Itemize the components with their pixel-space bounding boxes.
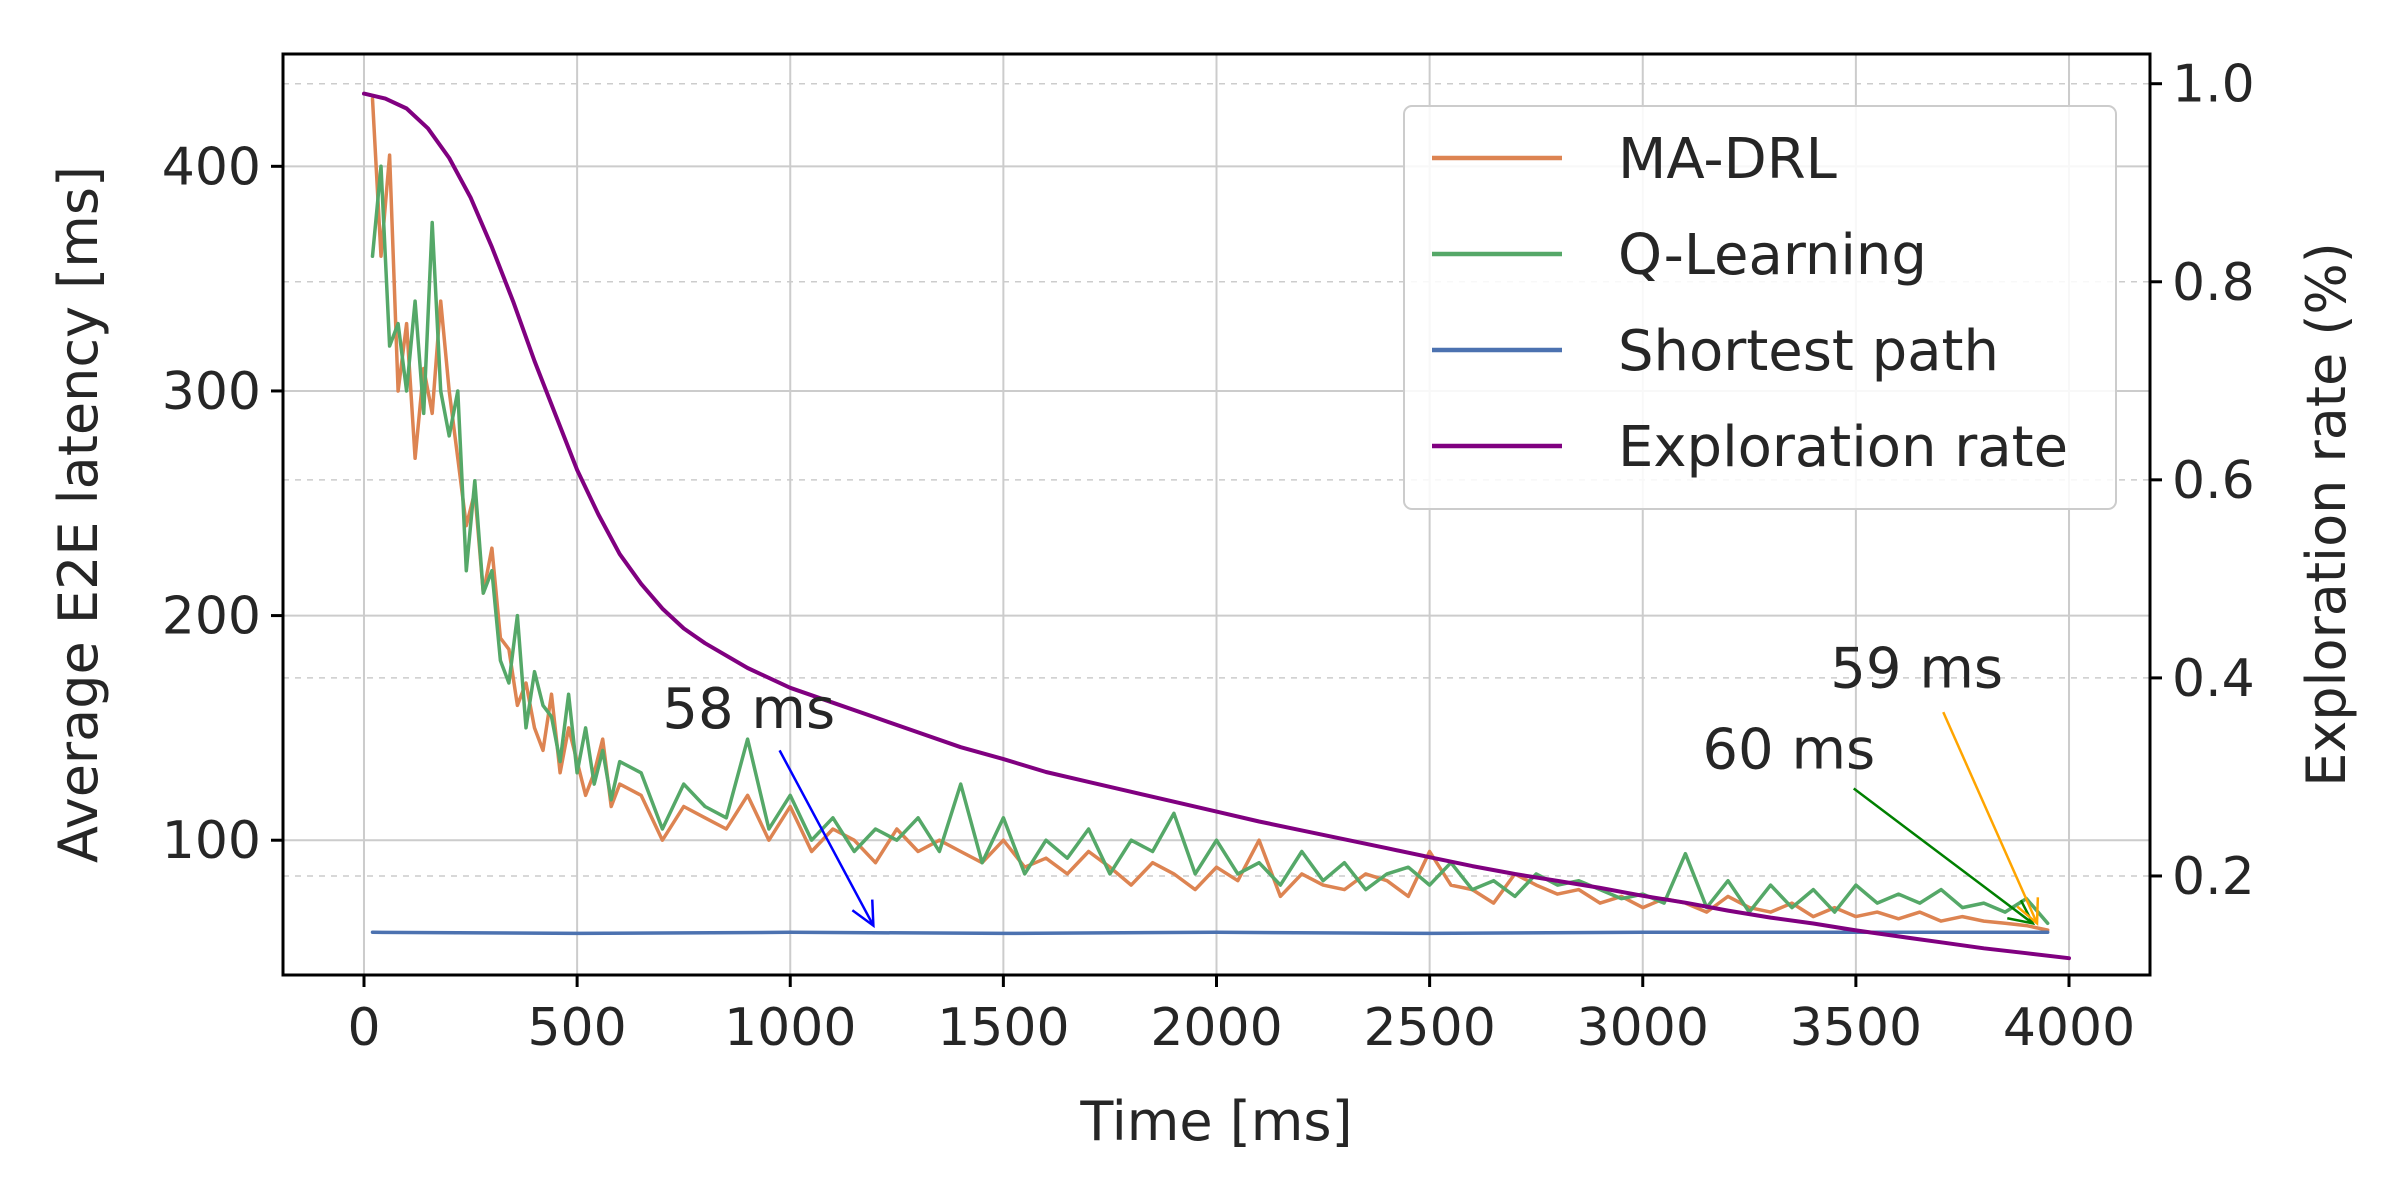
x-tick-label: 500: [527, 998, 626, 1058]
x-tick-label: 1500: [937, 998, 1069, 1058]
x-tick-label: 2500: [1363, 998, 1495, 1058]
annotation-arrowhead: [851, 899, 875, 929]
x-tick-label: 3500: [1790, 998, 1922, 1058]
legend-label-ma-drl: MA-DRL: [1618, 127, 1837, 192]
y-right-tick-label: 0.4: [2172, 649, 2255, 709]
x-tick-label: 3000: [1577, 998, 1709, 1058]
y-left-tick-label: 200: [162, 587, 261, 647]
y-axis-left-label: Average E2E latency [ms]: [47, 166, 110, 863]
y-axis-right-label: Exploration rate (%): [2295, 242, 2358, 787]
annotation-label: 60 ms: [1702, 717, 1875, 782]
annotation-label: 59 ms: [1830, 636, 2003, 701]
x-tick-label: 4000: [2003, 998, 2135, 1058]
y-left-tick-label: 300: [162, 362, 261, 422]
legend-box: [1403, 105, 2117, 510]
legend-label-q-learning: Q-Learning: [1618, 223, 1927, 288]
legend: MA-DRL Q-Learning Shortest path Exploration…: [1403, 105, 2117, 510]
series-line-exploration-rate: [362, 91, 2071, 961]
series-line-shortest-path: [370, 930, 2050, 936]
tick-labels: 0 500 1000 1500 2000 2500 3000 3500 4000 100 200 30…: [162, 55, 2255, 1058]
annotations: 58 ms 60 ms 59 ms: [662, 636, 2040, 929]
series-lines: [362, 91, 2071, 961]
x-axis-label: Time [ms]: [1079, 1090, 1352, 1153]
y-right-tick-label: 1.0: [2172, 55, 2255, 115]
annotation-label: 58 ms: [662, 677, 835, 742]
series-line-ma-drl: [370, 97, 2050, 932]
y-right-tick-label: 0.8: [2172, 253, 2255, 313]
y-right-tick-label: 0.2: [2172, 847, 2255, 907]
x-tick-label: 2000: [1150, 998, 1282, 1058]
y-left-tick-label: 100: [162, 811, 261, 871]
legend-label-shortest-path: Shortest path: [1618, 319, 1999, 384]
x-tick-label: 0: [347, 998, 380, 1058]
x-tick-label: 1000: [724, 998, 856, 1058]
annotation-arrowhead: [2007, 899, 2036, 926]
legend-label-exploration-rate: Exploration rate: [1618, 415, 2068, 480]
annotation-arrow: [1942, 711, 2039, 924]
annotation-arrowhead: [2016, 897, 2040, 926]
annotation-arrow: [1853, 787, 2034, 925]
annotation-arrow: [778, 749, 875, 927]
tick-marks: [271, 82, 2162, 987]
y-left-tick-label: 400: [162, 137, 261, 197]
y-right-tick-label: 0.6: [2172, 451, 2255, 511]
